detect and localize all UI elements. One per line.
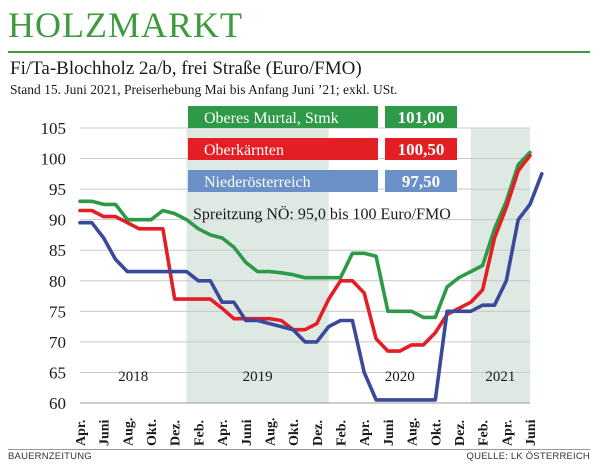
legend: Oberes Murtal, Stmk 101,00 Oberkärnten 1…	[188, 106, 457, 223]
year-bands	[186, 128, 530, 403]
year-labels: 2018 2019 2020 2021	[118, 369, 515, 385]
y-tick-60: 60	[49, 394, 66, 413]
spread-annotation: Spreitzung NÖ: 95,0 bis 100 Euro/FMO	[193, 205, 451, 223]
x-tick-label: Aug.	[406, 418, 421, 446]
y-tick-70: 70	[49, 333, 66, 352]
x-tick-label: Dez.	[453, 420, 468, 446]
title-rule	[8, 51, 590, 53]
footer-publisher: BAUERNZEITUNG	[8, 451, 92, 462]
x-tick-label: Aug.	[263, 418, 278, 446]
legend-value-oberkaernten: 100,50	[398, 140, 445, 159]
x-tick-label: Dez.	[169, 420, 184, 446]
series-line-2	[78, 172, 544, 402]
year-label-2020: 2020	[385, 369, 415, 385]
y-tick-90: 90	[49, 211, 66, 230]
series-line-0	[78, 150, 532, 320]
footer-rule	[8, 449, 590, 450]
legend-value-box-murtal	[385, 106, 457, 128]
year-band-2019	[186, 128, 329, 403]
y-tick-75: 75	[49, 302, 66, 321]
x-tick-label: Juni	[240, 419, 255, 446]
x-tick-label: Juni	[98, 419, 113, 446]
legend-label-niederoesterreich: Niederösterreich	[204, 174, 311, 191]
x-tick-label: Okt.	[429, 419, 444, 446]
legend-swatch-niederoesterreich	[188, 170, 378, 192]
y-tick-105: 105	[41, 119, 67, 138]
year-label-2018: 2018	[118, 369, 148, 385]
series-lines	[78, 150, 544, 402]
y-tick-95: 95	[49, 180, 66, 199]
legend-value-box-oberkaernten	[385, 138, 457, 160]
legend-label-oberkaernten: Oberkärnten	[204, 142, 284, 159]
legend-value-niederoesterreich: 97,50	[402, 172, 440, 191]
y-axis: 60 65 70 75 80 85 90 95 100 105	[41, 119, 67, 413]
legend-label-murtal: Oberes Murtal, Stmk	[204, 110, 339, 127]
year-label-2019: 2019	[243, 369, 273, 385]
chart-note: Stand 15. Juni 2021, Preiserhebung Mai b…	[10, 82, 398, 97]
x-tick-label: Feb.	[192, 420, 207, 446]
legend-swatch-murtal	[188, 106, 378, 128]
x-tick-label: Juni	[382, 419, 397, 446]
x-tick-label: Okt.	[287, 419, 302, 446]
page-title: HOLZMARKT	[8, 5, 243, 45]
x-axis: Apr. Juni Aug. Okt. Dez. Feb. Apr. Juni Aug. Okt.…	[74, 402, 539, 446]
chart-subtitle: Fi/Ta-Blochholz 2a/b, frei Straße (Euro/…	[10, 58, 362, 79]
footer-source: QUELLE: LK ÖSTERREICH	[466, 451, 590, 462]
legend-value-murtal: 101,00	[398, 108, 445, 127]
x-tick-label: Apr.	[216, 420, 231, 446]
x-tick-label: Apr.	[74, 420, 89, 446]
legend-swatch-oberkaernten	[188, 138, 378, 160]
legend-value-box-niederoesterreich	[385, 170, 457, 192]
year-label-2021: 2021	[485, 369, 515, 385]
x-tick-label: Juni	[524, 419, 539, 446]
x-tick-label: Okt.	[145, 419, 160, 446]
x-tick-label: Feb.	[477, 420, 492, 446]
y-tick-100: 100	[41, 150, 67, 169]
x-tick-label: Feb.	[335, 420, 350, 446]
y-tick-85: 85	[49, 241, 66, 260]
x-tick-label: Apr.	[500, 420, 515, 446]
y-tick-65: 65	[49, 363, 66, 382]
x-tick-label: Dez.	[311, 420, 326, 446]
x-tick-label: Aug.	[121, 418, 136, 446]
y-tick-80: 80	[49, 272, 66, 291]
x-tick-label: Apr.	[358, 420, 373, 446]
